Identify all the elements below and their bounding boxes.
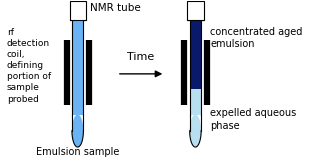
Ellipse shape	[72, 114, 84, 147]
Bar	[72, 20, 84, 114]
Text: NMR tube: NMR tube	[90, 3, 140, 13]
Bar	[190, 89, 201, 114]
Bar	[187, 1, 204, 20]
Text: concentrated aged
emulsion: concentrated aged emulsion	[211, 27, 303, 49]
Ellipse shape	[190, 114, 201, 147]
Text: Time: Time	[127, 52, 155, 62]
Bar	[69, 1, 86, 20]
Text: expelled aqueous
phase: expelled aqueous phase	[211, 108, 297, 131]
Text: rf
detection
coil,
defining
portion of
sample
probed: rf detection coil, defining portion of s…	[7, 28, 51, 103]
Bar	[190, 20, 201, 89]
Text: Emulsion sample: Emulsion sample	[36, 147, 119, 157]
